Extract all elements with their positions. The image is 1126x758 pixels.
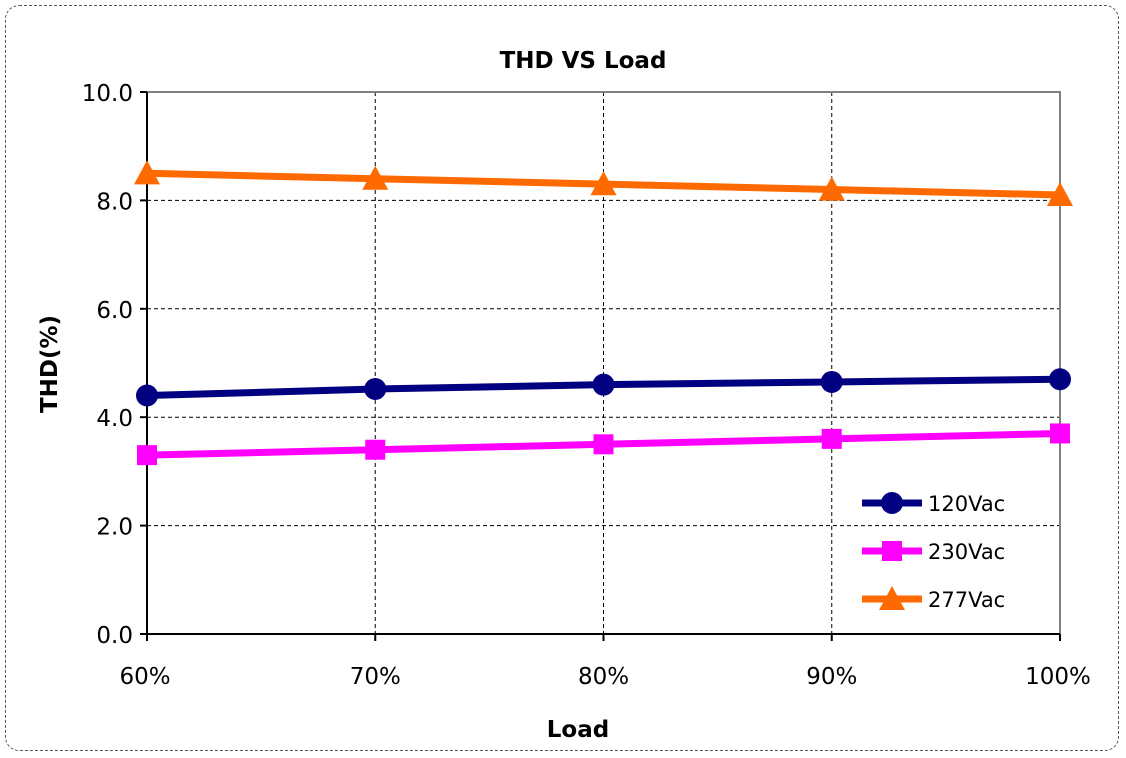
x-axis-label: Load xyxy=(547,717,609,743)
data-point xyxy=(134,160,160,185)
series-layer xyxy=(134,160,1073,466)
legend-label: 120Vac xyxy=(928,492,1005,516)
data-point xyxy=(137,445,157,466)
grid xyxy=(147,92,1060,634)
x-tick-label: 60% xyxy=(119,664,170,690)
data-point xyxy=(365,439,386,460)
y-tick-label: 4.0 xyxy=(96,406,133,432)
chart-frame xyxy=(5,5,1119,751)
y-tick-label: 2.0 xyxy=(96,515,133,541)
x-tick-label: 80% xyxy=(578,664,629,690)
y-tick-label: 10.0 xyxy=(82,81,133,107)
x-tick-label: 90% xyxy=(806,664,857,690)
legend-entry: 230Vac xyxy=(862,540,1005,564)
data-point xyxy=(1047,181,1073,207)
data-point xyxy=(592,373,615,396)
legend-label: 277Vac xyxy=(928,588,1005,612)
data-point xyxy=(364,378,387,401)
legend-swatch-marker xyxy=(881,492,903,514)
data-point xyxy=(818,176,845,201)
y-axis: 0.0 2.0 4.0 6.0 8.0 10.0 xyxy=(82,81,148,649)
legend-swatch-marker xyxy=(882,541,902,561)
legend-entry: 120Vac xyxy=(862,492,1005,516)
data-point xyxy=(136,384,158,407)
data-point xyxy=(820,370,843,393)
chart-title: THD VS Load xyxy=(500,48,667,74)
data-point xyxy=(590,171,617,196)
legend: 120Vac 230Vac 277Vac xyxy=(862,492,1005,612)
legend-label: 230Vac xyxy=(928,540,1005,564)
y-axis-label: THD(%) xyxy=(37,315,63,413)
y-tick-label: 0.0 xyxy=(96,623,133,649)
data-point xyxy=(593,434,614,455)
data-point xyxy=(362,165,389,190)
x-axis: 60% 70% 80% 90% 100% xyxy=(119,633,1091,690)
series-120Vac xyxy=(136,368,1071,407)
x-tick-label: 100% xyxy=(1025,664,1091,690)
series-230Vac xyxy=(137,423,1070,466)
legend-swatch-marker xyxy=(879,586,905,611)
x-tick-label: 70% xyxy=(350,664,401,690)
y-tick-label: 8.0 xyxy=(96,189,133,215)
data-point xyxy=(821,428,842,449)
series-277Vac xyxy=(134,160,1073,207)
data-point xyxy=(1050,423,1070,444)
legend-entry: 277Vac xyxy=(862,586,1005,612)
data-point xyxy=(1049,368,1071,391)
y-tick-label: 6.0 xyxy=(96,298,133,324)
